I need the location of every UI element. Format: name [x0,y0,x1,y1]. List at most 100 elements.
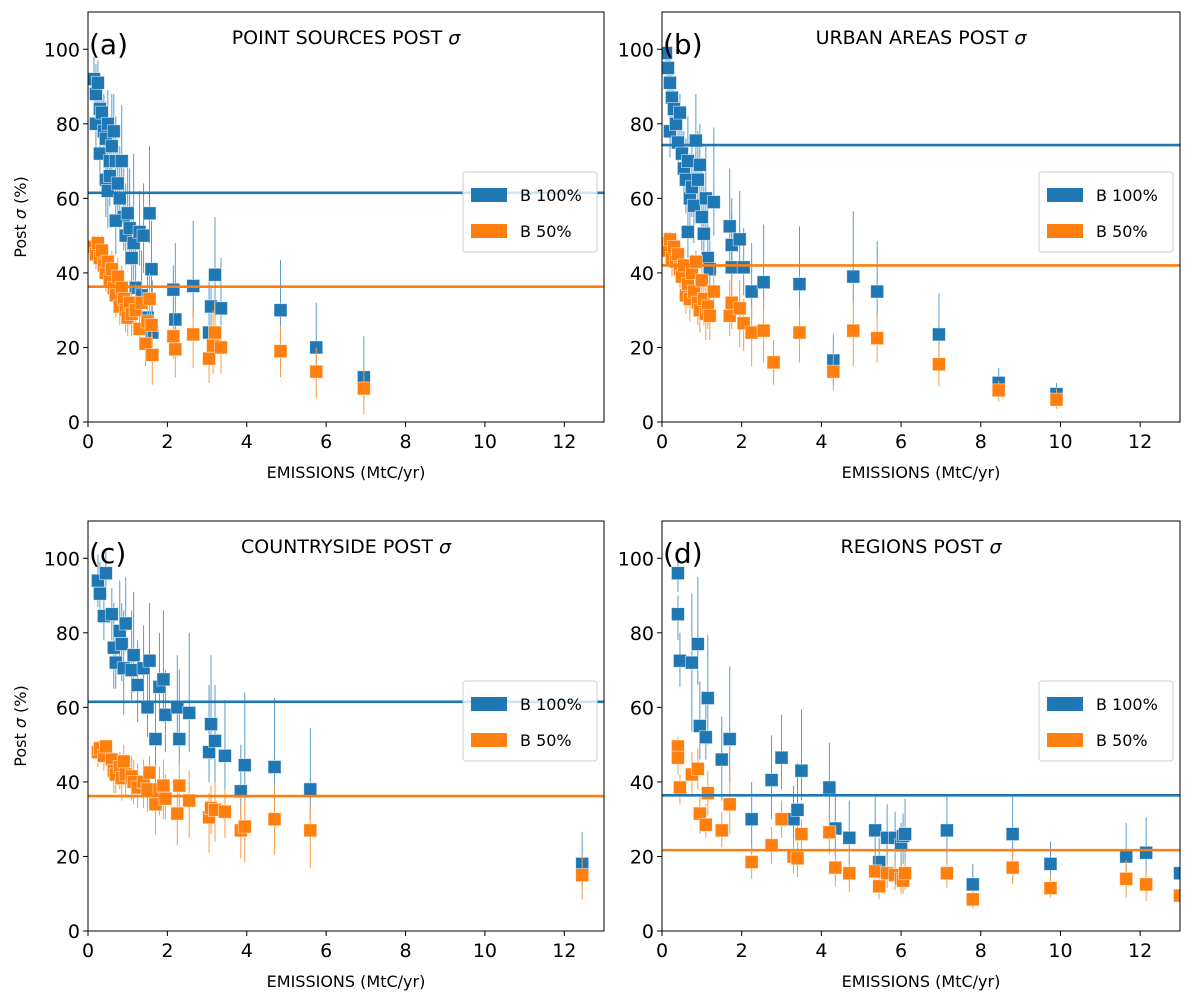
data-point [1043,881,1058,896]
data-point [104,607,119,622]
data-point [91,75,105,90]
data-point [965,892,980,907]
data-point [991,383,1006,398]
data-point [170,806,185,821]
y-tick-label: 20 [630,337,654,359]
panel-label: (d) [663,537,703,570]
data-point [846,323,861,338]
data-point [673,780,687,795]
y-axis-label: Post σ (%) [11,176,30,257]
data-point [158,707,173,722]
data-point [1005,860,1020,875]
axes-frame [87,11,605,423]
data-point [1173,888,1180,903]
data-point [218,804,232,819]
data-point [794,827,809,841]
x-tick-label: 6 [320,431,332,453]
panel-title: COUNTRYSIDE POST σ [241,536,452,558]
x-tick-label: 10 [473,940,497,962]
legend: B 100% B 50% [462,171,598,253]
plot-area [88,550,604,900]
data-point [744,325,759,340]
y-tick-label: 60 [56,188,80,210]
y-tick-label: 100 [618,39,654,61]
data-point [273,344,288,359]
x-tick-label: 10 [1048,940,1072,962]
data-point [172,732,187,746]
panel-title: REGIONS POST σ [841,536,1003,558]
data-point [575,868,590,882]
data-point [932,327,946,342]
data-point [172,778,187,793]
data-point [690,761,705,776]
data-point [120,206,135,221]
data-point [868,823,883,838]
y-tick-label: 0 [642,921,654,943]
data-point [792,277,807,291]
x-tick-label: 4 [815,431,827,453]
data-point [790,851,805,866]
data-point [690,637,705,651]
data-point [662,61,675,75]
panel-label: (c) [89,537,126,570]
data-point [98,566,113,581]
data-point [142,765,157,780]
legend-swatch-b50 [471,224,507,238]
legend-label-b100: B 100% [520,695,582,714]
data-point [965,877,980,892]
x-tick-label: 12 [1128,940,1152,962]
legend-swatch-b100 [471,188,507,202]
legend-swatch-b50 [1047,733,1083,747]
y-tick-label: 20 [56,846,80,868]
data-point [872,879,887,894]
x-tick-label: 8 [399,431,411,453]
legend-swatch-b100 [1047,188,1083,202]
data-point [898,827,912,841]
data-point [93,586,107,601]
data-point [118,616,133,631]
panel-title: URBAN AREAS POST σ [816,27,1028,49]
data-point [267,760,282,774]
data-point [698,730,713,745]
series-b100 [662,41,1064,404]
data-point [702,308,717,323]
y-tick-label: 0 [642,412,654,434]
panel-label: (b) [663,28,703,61]
x-axis-label: EMISSIONS (MtC/yr) [842,463,1001,482]
data-point [722,797,737,812]
data-point [822,825,837,840]
series-b50 [662,231,1064,409]
data-point [356,381,371,396]
data-point [186,327,201,342]
data-point [940,866,954,881]
data-point [303,823,318,838]
panel-a: 0 2 4 6 8 10 12 0 20 40 60 80 100 EMISSIONS (MtC/yr) P… [11,11,605,482]
data-point [144,318,159,332]
data-point [114,637,129,651]
data-point [744,812,759,827]
panel-d: 0 2 4 6 8 10 12 0 20 40 60 80 100 EMISSIONS (MtC/yr) R… [618,520,1181,991]
x-tick-label: 0 [656,940,668,962]
data-point [110,176,125,191]
data-point [124,663,139,677]
data-point [898,866,912,881]
x-tick-label: 12 [552,940,576,962]
y-axis-label: Post σ (%) [11,685,30,766]
data-point [114,154,129,168]
panel-b: 0 2 4 6 8 10 12 0 20 40 60 80 100 EMISSIONS (MtC/yr) U… [618,11,1181,482]
legend-swatch-b100 [1047,697,1083,711]
data-point [106,124,121,139]
data-point [303,782,318,797]
y-tick-label: 100 [44,39,80,61]
y-tick-label: 80 [630,114,654,136]
data-point [673,105,687,120]
y-tick-label: 40 [56,772,80,794]
x-tick-label: 4 [241,940,253,962]
y-tick-label: 40 [56,263,80,285]
data-point [233,784,248,799]
x-tick-label: 8 [975,940,987,962]
data-point [98,739,113,754]
data-point [756,275,771,290]
y-tick-label: 0 [68,412,80,434]
y-tick-label: 0 [68,921,80,943]
